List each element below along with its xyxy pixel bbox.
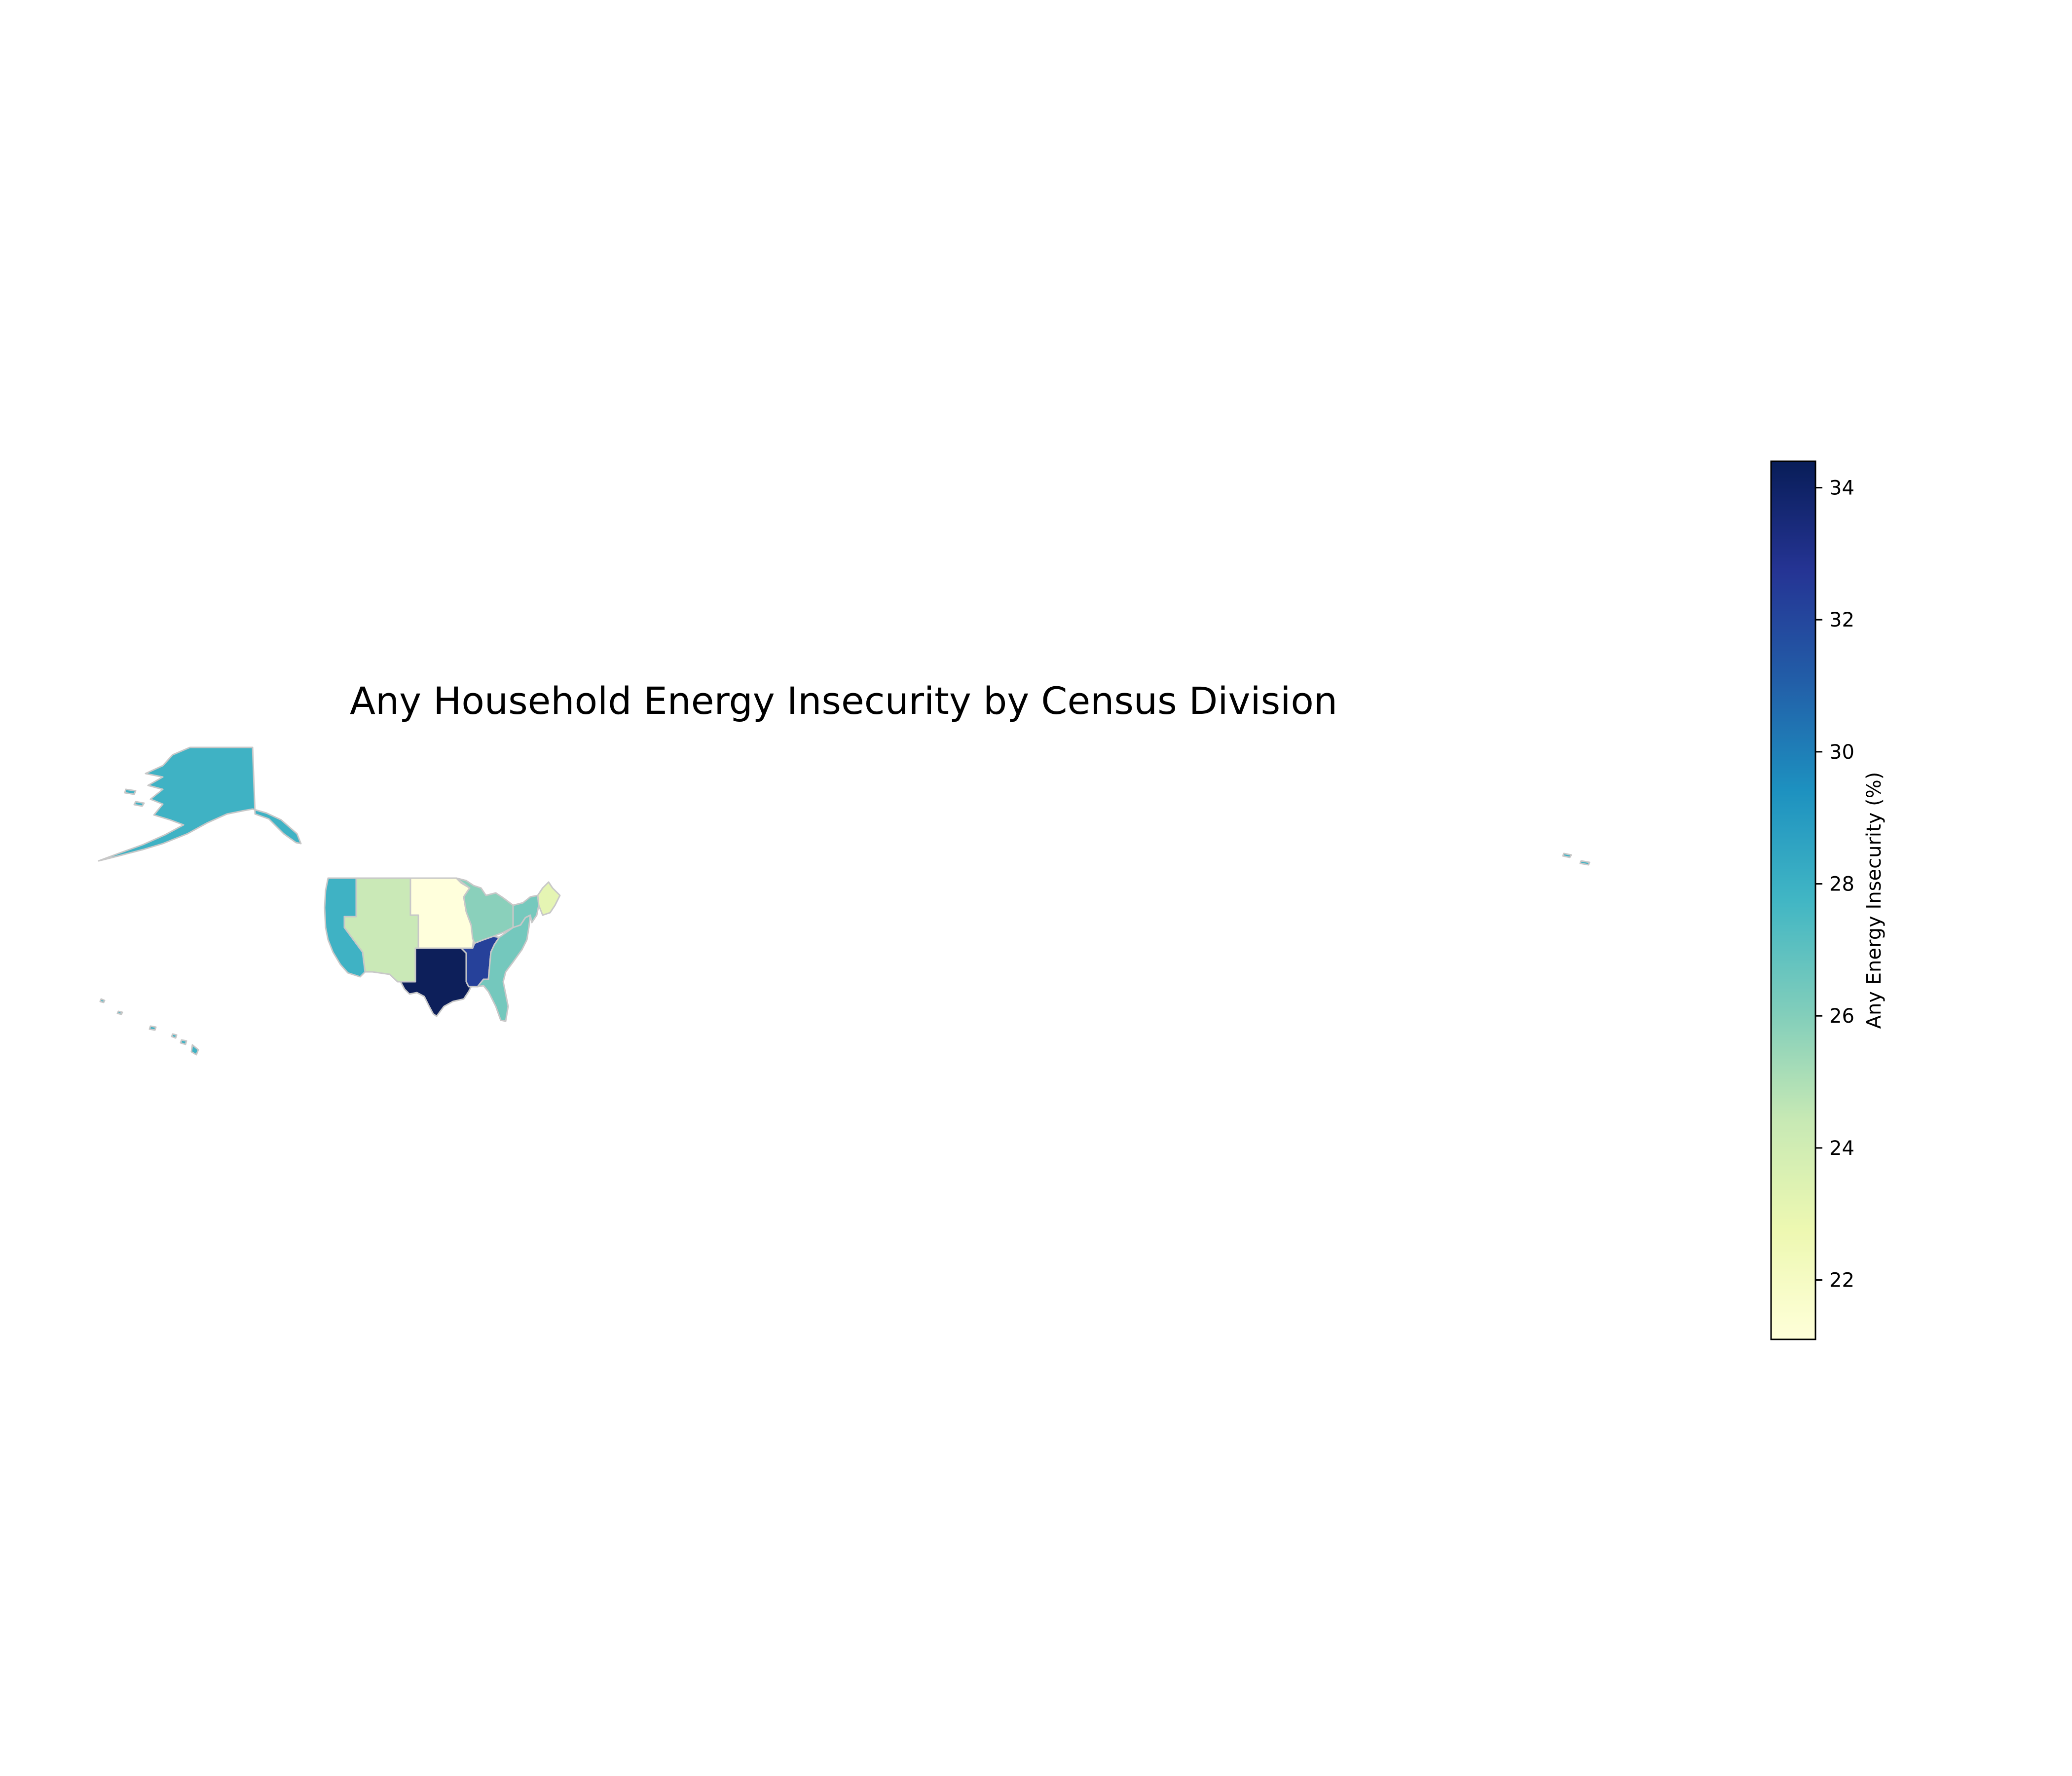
colorbar-tick-label: 28 [1829,873,1854,896]
region-west-north-central [409,877,475,949]
colorbar-label: Any Energy Insecurity (%) [1863,772,1886,1029]
colorbar-ticks: 22 24 26 28 30 32 34 [1815,477,1854,1292]
colorbar-tick-label: 22 [1829,1269,1854,1292]
colorbar-tick-label: 32 [1829,609,1854,631]
region-outlying-islands [1562,852,1591,866]
region-new-england [537,881,561,916]
colorbar-tick-label: 24 [1829,1137,1854,1160]
colorbar-fill [1771,461,1815,1339]
colorbar-tick-label: 26 [1829,1005,1854,1028]
colorbar-outline [1770,460,1816,1340]
colorbar: 22 24 26 28 30 32 34 Any Energy Insecurity (%) [1770,460,1886,1340]
region-pacific-hawaii [99,998,199,1056]
choropleth-map [98,746,1591,1056]
colorbar-tick-label: 34 [1829,477,1854,500]
region-middle-atlantic [512,894,540,928]
region-east-north-central [455,877,514,944]
region-pacific-aleutians [124,788,145,807]
colorbar-tick-label: 30 [1829,741,1854,764]
region-pacific-alaska [98,746,302,862]
map-title: Any Household Energy Insecurity by Censu… [350,679,1337,723]
